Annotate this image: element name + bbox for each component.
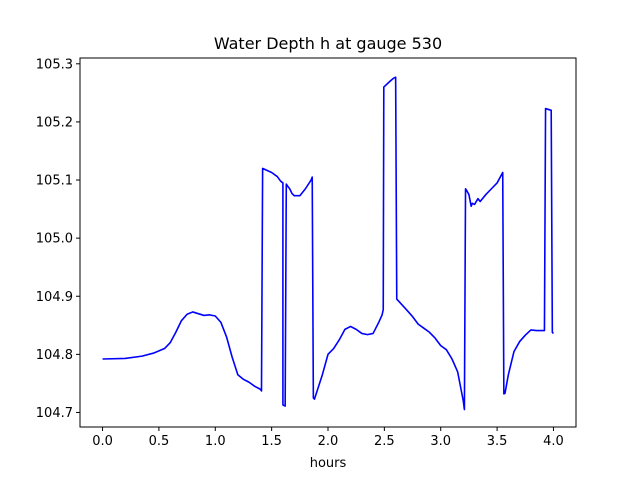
x-tick-label: 1.5	[261, 434, 282, 449]
y-tick-label: 105.0	[36, 232, 73, 247]
y-tick-label: 105.3	[36, 57, 73, 72]
x-tick-label: 4.0	[543, 434, 564, 449]
x-tick-label: 0.0	[92, 434, 113, 449]
x-tick-label: 1.0	[205, 434, 226, 449]
x-tick-label: 2.5	[374, 434, 395, 449]
x-tick-label: 3.0	[430, 434, 451, 449]
x-tick-label: 0.5	[149, 434, 170, 449]
x-tick-label: 3.5	[487, 434, 508, 449]
x-axis-label: hours	[310, 456, 347, 471]
y-tick-label: 104.8	[36, 348, 73, 363]
x-tick-label: 2.0	[318, 434, 339, 449]
plot-area: 0.0 0.5 1.0 1.5 2.0 2.5 3.0 3.5 4.0 104.7 104.8 104…	[36, 57, 577, 449]
y-tick-label: 104.9	[36, 290, 73, 305]
y-tick-label: 104.7	[36, 406, 73, 421]
y-tick-label: 105.1	[36, 174, 73, 189]
y-tick-label: 105.2	[36, 115, 73, 130]
series-line-0	[102, 76, 555, 411]
chart-title: Water Depth h at gauge 530	[214, 34, 442, 53]
